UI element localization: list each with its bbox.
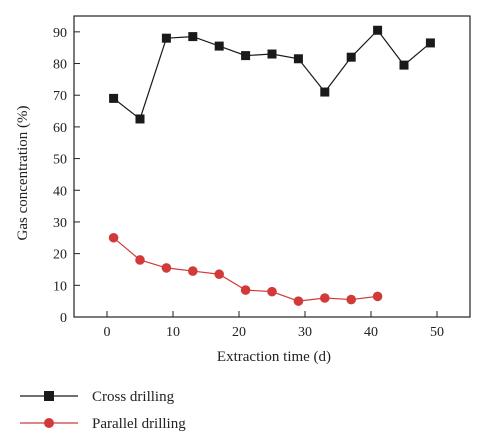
x-tick-label: 50	[430, 325, 444, 340]
legend-item-cross-drilling: Cross drilling	[20, 389, 175, 405]
data-point-cross-drilling	[399, 60, 409, 70]
data-point-cross-drilling	[188, 32, 198, 42]
data-point-cross-drilling	[214, 41, 224, 51]
series-parallel-drilling	[108, 232, 383, 306]
data-point-cross-drilling	[161, 33, 171, 43]
data-point-cross-drilling	[135, 114, 145, 124]
legend-label-cross-drilling: Cross drilling	[92, 389, 175, 405]
data-point-cross-drilling	[109, 93, 119, 103]
y-tick-label: 60	[53, 121, 67, 136]
data-point-parallel-drilling	[214, 269, 224, 280]
y-tick-label: 40	[53, 184, 67, 199]
data-point-cross-drilling	[373, 25, 383, 35]
x-tick-label: 10	[166, 325, 180, 340]
data-point-parallel-drilling	[108, 232, 119, 243]
y-tick-label: 10	[53, 279, 67, 294]
data-point-cross-drilling	[320, 87, 330, 97]
y-tick-label: 30	[53, 216, 67, 231]
x-axis-ticks: 0 10 20 30 40 50	[104, 311, 444, 340]
x-tick-label: 20	[232, 325, 246, 340]
data-point-cross-drilling	[267, 49, 277, 59]
legend-label-parallel-drilling: Parallel drilling	[92, 416, 186, 432]
x-tick-label: 40	[364, 325, 378, 340]
legend-marker-cross-drilling	[44, 391, 54, 401]
data-point-parallel-drilling	[320, 293, 330, 303]
data-point-parallel-drilling	[293, 296, 304, 306]
y-tick-label: 80	[53, 58, 67, 73]
data-point-parallel-drilling	[346, 294, 357, 305]
y-tick-label: 20	[53, 248, 67, 263]
y-tick-label: 90	[53, 26, 67, 41]
legend-marker-parallel-drilling	[44, 418, 54, 428]
data-point-parallel-drilling	[240, 285, 251, 295]
legend: Cross drilling Parallel drilling	[20, 389, 186, 432]
data-point-parallel-drilling	[372, 291, 383, 302]
data-point-cross-drilling	[241, 51, 251, 61]
data-point-parallel-drilling	[267, 286, 277, 297]
x-tick-label: 30	[298, 325, 312, 340]
y-tick-label: 50	[53, 153, 67, 168]
plot-border	[73, 15, 471, 318]
data-point-cross-drilling	[346, 52, 356, 62]
legend-item-parallel-drilling: Parallel drilling	[20, 416, 186, 432]
data-point-parallel-drilling	[188, 266, 198, 276]
y-tick-label: 0	[60, 311, 67, 326]
data-point-parallel-drilling	[135, 255, 145, 265]
data-point-cross-drilling	[293, 54, 303, 64]
x-axis-title: Extraction time (d)	[217, 349, 331, 365]
series-line-cross-drilling	[113, 29, 431, 120]
y-tick-label: 70	[53, 89, 67, 104]
y-axis-title: Gas concentration (%)	[15, 106, 31, 241]
plot-frame	[73, 15, 471, 318]
data-point-cross-drilling	[425, 38, 435, 48]
series-cross-drilling	[109, 25, 435, 124]
data-point-parallel-drilling	[161, 263, 172, 273]
y-axis-ticks: 0 10 20 30 40 50 60 70 80 90	[53, 26, 80, 326]
x-tick-label: 0	[104, 325, 111, 340]
series-layer	[108, 25, 435, 306]
